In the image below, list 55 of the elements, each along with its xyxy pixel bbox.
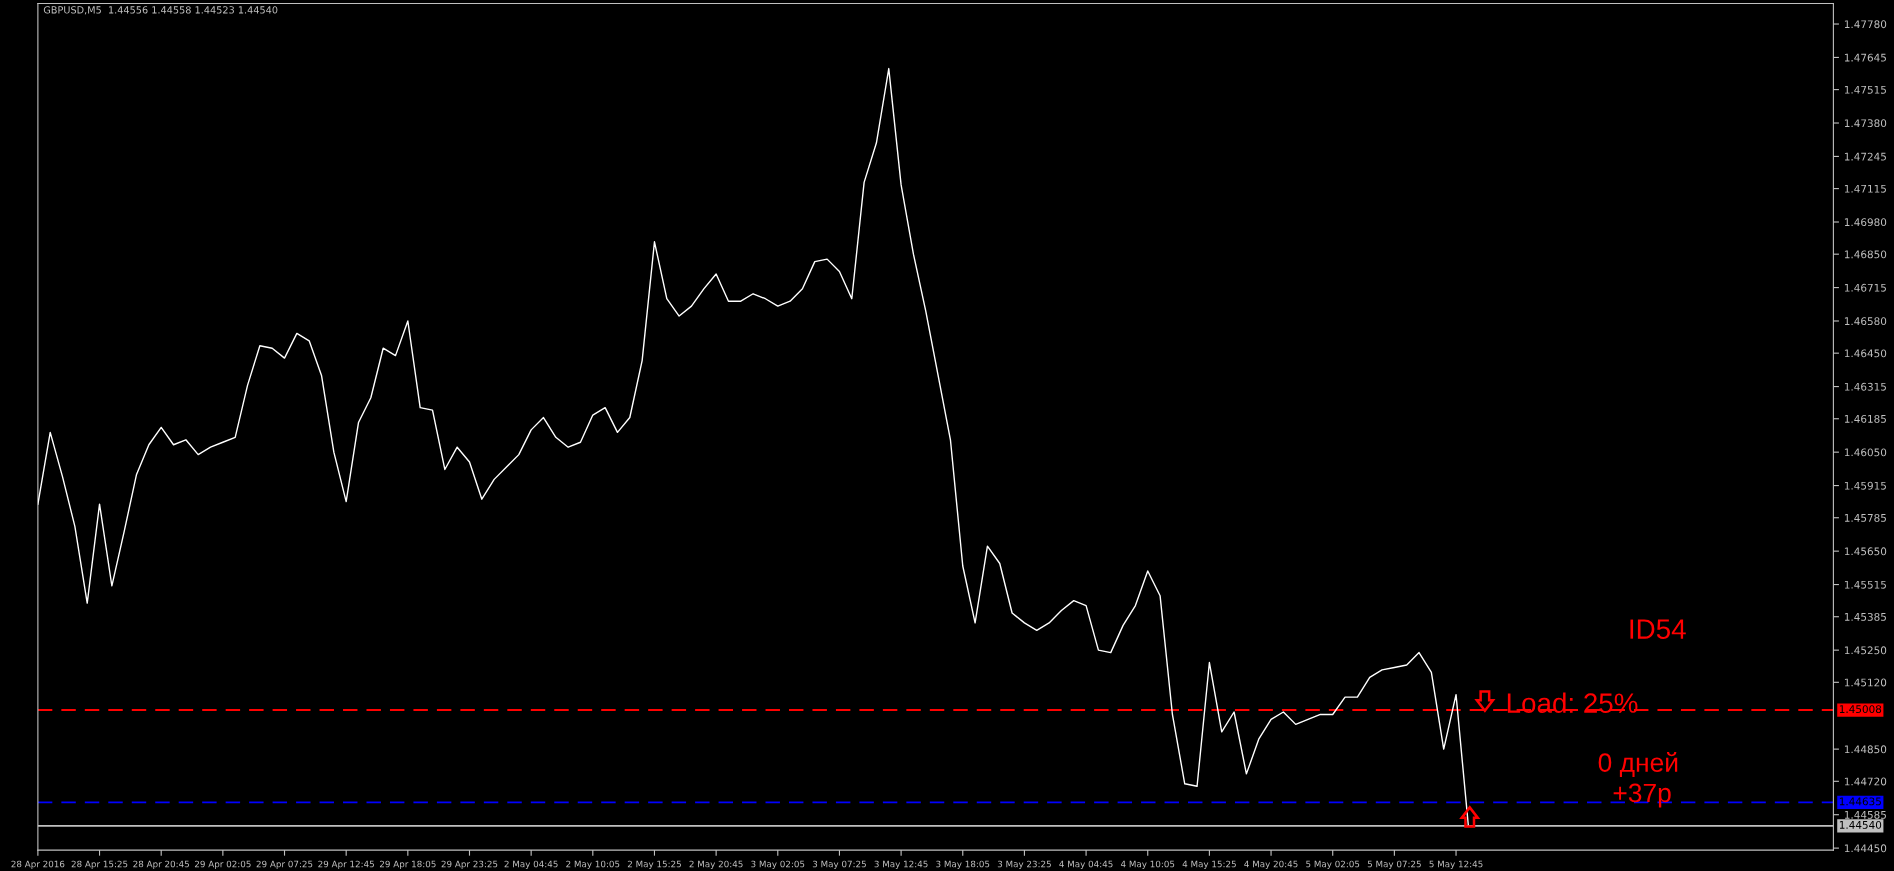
- y-tick-label: 1.44850: [1844, 745, 1887, 754]
- y-tick-label: 1.46450: [1844, 349, 1887, 358]
- x-tick-label: 2 May 20:45: [689, 860, 743, 869]
- x-tick-label: 29 Apr 07:25: [256, 860, 313, 869]
- y-tick-label: 1.45915: [1844, 481, 1886, 490]
- y-tick-label: 1.44585: [1844, 810, 1886, 819]
- x-tick-label: 3 May 12:45: [874, 860, 928, 869]
- y-tick-label: 1.46850: [1844, 250, 1887, 259]
- y-tick-label: 1.47115: [1844, 184, 1886, 193]
- y-tick-label: 1.47645: [1844, 53, 1886, 62]
- x-tick-label: 29 Apr 23:25: [441, 860, 498, 869]
- x-tick-label: 4 May 15:25: [1182, 860, 1236, 869]
- x-tick-label: 29 Apr 02:05: [194, 860, 251, 869]
- y-tick-label: 1.45650: [1844, 547, 1887, 556]
- chart-title: GBPUSD,M5 1.44556 1.44558 1.44523 1.44540: [43, 6, 278, 15]
- x-tick-label: 2 May 15:25: [627, 860, 681, 869]
- y-tick-label: 1.47780: [1844, 20, 1887, 29]
- y-tick-label: 1.45785: [1844, 513, 1886, 522]
- x-tick-label: 5 May 07:25: [1367, 860, 1421, 869]
- x-tick-label: 2 May 10:05: [566, 860, 620, 869]
- y-tick-label: 1.47380: [1844, 119, 1887, 128]
- x-tick-label: 29 Apr 18:05: [379, 860, 436, 869]
- x-tick-label: 4 May 04:45: [1059, 860, 1113, 869]
- x-tick-label: 3 May 23:25: [997, 860, 1051, 869]
- y-tick-label: 1.45515: [1844, 580, 1886, 589]
- y-tick-label: 1.46715: [1844, 283, 1886, 292]
- x-tick-label: 3 May 07:25: [812, 860, 866, 869]
- ref-line-label: 1.45008: [1839, 705, 1882, 714]
- x-tick-label: 28 Apr 15:25: [71, 860, 128, 869]
- x-tick-label: 29 Apr 12:45: [318, 860, 374, 869]
- y-tick-label: 1.47515: [1844, 85, 1886, 94]
- y-tick-label: 1.47245: [1844, 152, 1886, 161]
- x-tick-label: 2 May 04:45: [504, 860, 558, 869]
- x-tick-label: 3 May 02:05: [751, 860, 805, 869]
- x-tick-label: 3 May 18:05: [936, 860, 990, 869]
- y-tick-label: 1.45120: [1844, 678, 1887, 687]
- x-tick-label: 4 May 10:05: [1120, 860, 1175, 869]
- y-tick-label: 1.44450: [1844, 844, 1887, 853]
- y-tick-label: 1.44720: [1844, 777, 1887, 786]
- x-tick-label: 4 May 20:45: [1244, 860, 1298, 869]
- y-tick-label: 1.46315: [1844, 382, 1886, 391]
- x-tick-label: 28 Apr 2016: [11, 860, 65, 869]
- y-tick-label: 1.45250: [1844, 646, 1887, 655]
- y-tick-label: 1.46050: [1844, 448, 1887, 457]
- y-tick-label: 1.45385: [1844, 612, 1886, 621]
- y-tick-label: 1.46980: [1844, 218, 1887, 227]
- ref-line-label: 1.44540: [1839, 820, 1882, 829]
- x-tick-label: 5 May 12:45: [1429, 860, 1483, 869]
- ref-line-label: 1.44635: [1839, 797, 1881, 806]
- x-tick-label: 28 Apr 20:45: [133, 860, 189, 869]
- annotation: 0 дней: [1598, 752, 1678, 777]
- annotation: ID54: [1630, 619, 1686, 639]
- x-tick-label: 5 May 02:05: [1306, 860, 1360, 869]
- y-tick-label: 1.46580: [1844, 317, 1887, 326]
- y-tick-label: 1.46185: [1844, 414, 1886, 423]
